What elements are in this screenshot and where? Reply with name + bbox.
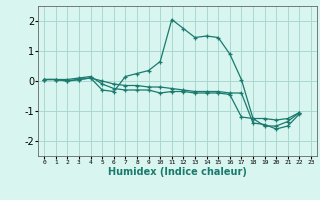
X-axis label: Humidex (Indice chaleur): Humidex (Indice chaleur) xyxy=(108,167,247,177)
